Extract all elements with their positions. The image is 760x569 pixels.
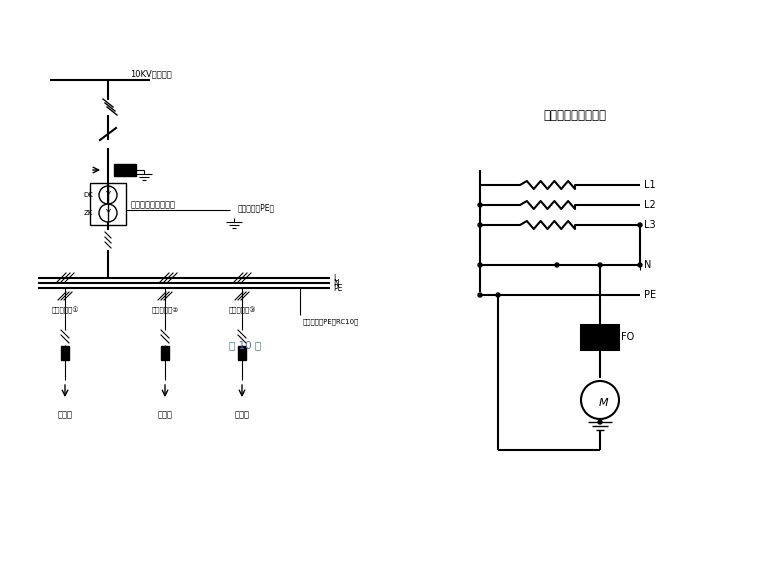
- Text: L: L: [333, 274, 337, 282]
- Text: FO: FO: [621, 332, 635, 343]
- Circle shape: [598, 420, 602, 424]
- Bar: [161, 346, 169, 360]
- Text: 总配电笱（一级笱）: 总配电笱（一级笱）: [131, 200, 176, 209]
- Bar: [114, 164, 136, 176]
- Bar: [581, 325, 619, 350]
- Text: Y: Y: [106, 191, 110, 200]
- Circle shape: [478, 263, 482, 267]
- Bar: [61, 346, 69, 360]
- Text: 三级笱: 三级笱: [235, 410, 249, 419]
- Circle shape: [638, 223, 642, 227]
- Bar: [90, 183, 126, 225]
- Text: ZK: ZK: [84, 210, 93, 216]
- Text: 漏电保护器接线方式: 漏电保护器接线方式: [543, 109, 606, 122]
- Text: L1: L1: [644, 180, 656, 190]
- Text: N: N: [333, 278, 339, 287]
- Text: M: M: [599, 398, 609, 408]
- Text: 10KV电源进线: 10KV电源进线: [130, 69, 172, 79]
- Circle shape: [496, 293, 500, 297]
- Text: 三级笱: 三级笱: [58, 410, 72, 419]
- Circle shape: [478, 203, 482, 207]
- Text: Y: Y: [106, 208, 110, 217]
- Text: L2: L2: [644, 200, 656, 210]
- Circle shape: [638, 263, 642, 267]
- Circle shape: [555, 263, 559, 267]
- Text: 重复接地（PE）RC10欧: 重复接地（PE）RC10欧: [303, 319, 359, 325]
- Text: N: N: [644, 260, 651, 270]
- Text: PE: PE: [333, 283, 342, 292]
- Text: PE: PE: [644, 290, 656, 300]
- Bar: [238, 346, 246, 360]
- Text: 保护接小（PE）: 保护接小（PE）: [238, 204, 275, 212]
- Circle shape: [478, 223, 482, 227]
- Circle shape: [478, 293, 482, 297]
- Text: 二级配电笱①: 二级配电笱①: [51, 307, 79, 314]
- Text: DK: DK: [83, 192, 93, 198]
- Text: 二级配电笱②: 二级配电笱②: [151, 307, 179, 314]
- Circle shape: [598, 263, 602, 267]
- Text: 三级笱: 三级笱: [157, 410, 173, 419]
- Text: 二级配电笱③: 二级配电笱③: [228, 307, 256, 314]
- Text: L3: L3: [644, 220, 656, 230]
- Text: 第 10 页: 第 10 页: [229, 340, 261, 350]
